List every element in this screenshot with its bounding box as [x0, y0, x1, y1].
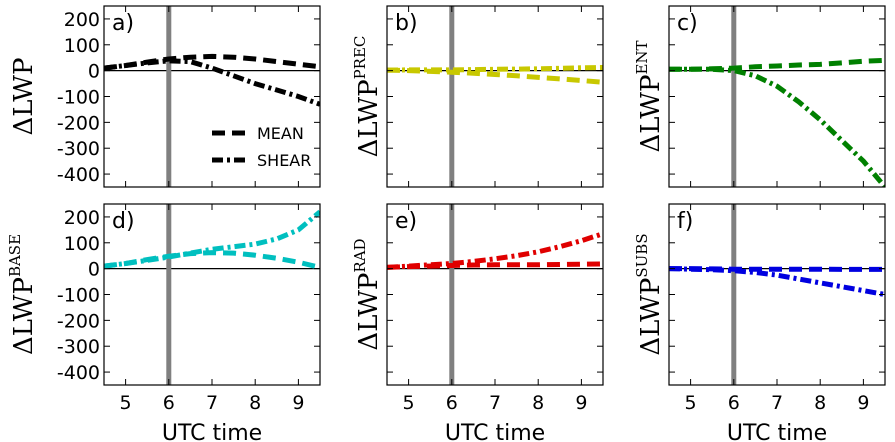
panel-label: a) [112, 11, 134, 36]
x-tick-label: 5 [120, 392, 132, 414]
y-tick-label: -200 [57, 310, 100, 332]
y-tick-label: -300 [57, 138, 100, 160]
y-tick-label: 0 [88, 61, 100, 83]
panel-label: e) [395, 209, 417, 234]
y-tick-label: 100 [64, 35, 100, 57]
x-axis-label: UTC time [727, 421, 827, 442]
y-axis-label-main: ΔLWP [636, 278, 666, 356]
series-line-dashed [387, 67, 603, 85]
axes-frame [386, 203, 604, 386]
y-axis-label-superscript: ENT [633, 40, 651, 74]
x-tick-label: 5 [403, 392, 415, 414]
x-tick-label: 7 [489, 392, 501, 414]
x-tick-label: 8 [814, 392, 826, 414]
series-line-dashdot [387, 231, 603, 270]
y-tick-label: 200 [64, 9, 100, 31]
legend-label: MEAN [257, 124, 304, 143]
y-axis-label: ΔLWPSUBS [633, 233, 666, 355]
axes-frame [668, 5, 886, 188]
series-line-dashed [387, 261, 603, 270]
y-tick-label: -400 [57, 164, 100, 186]
y-tick-label: -400 [57, 362, 100, 384]
y-axis-label-main: ΔLWP [9, 58, 39, 136]
y-axis-label-main: ΔLWP [354, 273, 384, 351]
y-tick-label: -100 [57, 87, 100, 109]
panel-label: d) [112, 209, 135, 234]
y-tick-label: -300 [57, 336, 100, 358]
x-tick-label: 9 [857, 392, 869, 414]
x-tick-label: 6 [446, 392, 458, 414]
x-tick-label: 8 [532, 392, 544, 414]
y-tick-label: -200 [57, 112, 100, 134]
y-axis-label: ΔLWP [9, 58, 39, 136]
axes-frame [386, 5, 604, 188]
y-axis-label: ΔLWPPREC [351, 36, 384, 158]
panel-c: c) ΔLWPENT [633, 5, 886, 188]
axes-frame [668, 203, 886, 386]
x-tick-label: 5 [685, 392, 697, 414]
series-line-dashdot [669, 66, 885, 187]
x-tick-label: 8 [249, 392, 261, 414]
y-tick-label: -100 [57, 285, 100, 307]
panel-f: 5 6 7 8 9 f) ΔLWPSUBS UTC time [633, 203, 886, 442]
y-axis-label-main: ΔLWP [354, 79, 384, 157]
y-axis-label-superscript: RAD [351, 238, 369, 272]
y-axis-label-superscript: BASE [6, 234, 24, 277]
panel-label: c) [677, 11, 698, 36]
y-tick-label: 100 [64, 233, 100, 255]
panel-label: b) [395, 11, 418, 36]
x-tick-label: 6 [163, 392, 175, 414]
series-line-dashdot [669, 266, 885, 297]
panel-label: f) [677, 209, 693, 234]
y-axis-label: ΔLWPBASE [6, 234, 39, 355]
panel-e: 5 6 7 8 9 e) ΔLWPRAD UTC time [351, 203, 604, 442]
x-axis-label: UTC time [445, 421, 545, 442]
series-line-dashed [669, 57, 885, 72]
y-axis-label: ΔLWPRAD [351, 238, 384, 350]
panel-d: 5 6 7 8 9 200 100 0 -100 -200 -300 -400 d) ΔLWPBASE UT… [6, 203, 321, 442]
x-tick-label: 7 [771, 392, 783, 414]
series-line-dashed [104, 250, 320, 270]
x-tick-label: 6 [728, 392, 740, 414]
panel-b: b) ΔLWPPREC [351, 5, 604, 188]
x-tick-label: 7 [206, 392, 218, 414]
series-line-dashdot [104, 58, 320, 107]
y-axis-label-main: ΔLWP [9, 277, 39, 355]
y-tick-label: 200 [64, 207, 100, 229]
x-tick-label: 9 [575, 392, 587, 414]
y-axis-label-main: ΔLWP [636, 75, 666, 153]
panel-a: 200 100 0 -100 -200 -300 -400 a) ΔLWP MEAN SHEAR [9, 5, 321, 188]
series-line-dashdot [387, 65, 603, 73]
series-line-dashdot [104, 209, 320, 269]
axes-frame [103, 203, 321, 386]
x-axis-label: UTC time [162, 421, 262, 442]
y-tick-label: 0 [88, 259, 100, 281]
y-axis-label-superscript: PREC [351, 36, 369, 80]
y-axis-label-superscript: SUBS [633, 233, 651, 277]
legend-label: SHEAR [257, 151, 311, 170]
series-line-dashed [104, 53, 320, 71]
x-tick-label: 9 [292, 392, 304, 414]
series-line-dashed [669, 266, 885, 272]
y-axis-label: ΔLWPENT [633, 40, 666, 152]
